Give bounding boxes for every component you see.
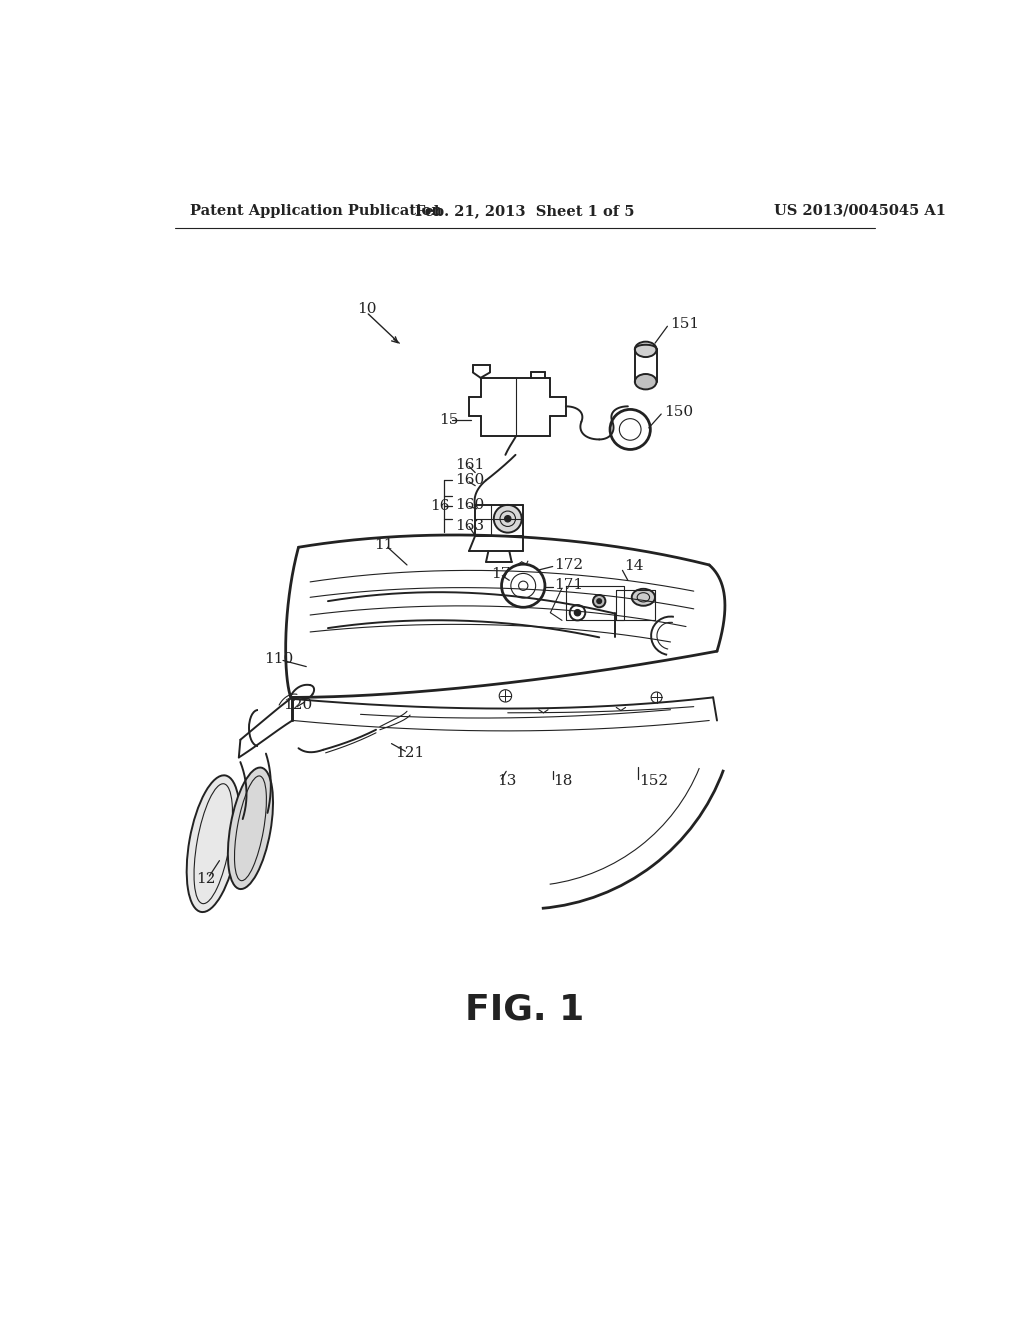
Text: 160: 160 bbox=[455, 498, 484, 512]
Text: Feb. 21, 2013  Sheet 1 of 5: Feb. 21, 2013 Sheet 1 of 5 bbox=[415, 203, 635, 218]
Text: 151: 151 bbox=[671, 317, 699, 331]
Circle shape bbox=[574, 610, 581, 615]
Ellipse shape bbox=[635, 374, 656, 389]
Text: 152: 152 bbox=[640, 774, 669, 788]
Ellipse shape bbox=[632, 589, 655, 606]
Circle shape bbox=[597, 599, 601, 603]
Text: 120: 120 bbox=[283, 698, 312, 711]
Text: 160: 160 bbox=[455, 474, 484, 487]
Text: 10: 10 bbox=[357, 302, 377, 317]
Ellipse shape bbox=[186, 775, 240, 912]
Text: 15: 15 bbox=[439, 413, 459, 428]
Text: 172: 172 bbox=[554, 558, 584, 572]
Text: 12: 12 bbox=[197, 873, 216, 886]
Circle shape bbox=[505, 516, 511, 521]
Text: 13: 13 bbox=[497, 774, 516, 788]
Text: 110: 110 bbox=[264, 652, 294, 665]
Text: 11: 11 bbox=[375, 539, 394, 552]
Text: US 2013/0045045 A1: US 2013/0045045 A1 bbox=[773, 203, 945, 218]
Text: 17: 17 bbox=[490, 568, 510, 581]
Ellipse shape bbox=[635, 342, 656, 358]
Circle shape bbox=[593, 595, 605, 607]
Text: 171: 171 bbox=[554, 578, 584, 591]
Text: 18: 18 bbox=[553, 774, 572, 788]
Text: 16: 16 bbox=[430, 499, 450, 513]
Text: Patent Application Publication: Patent Application Publication bbox=[190, 203, 442, 218]
Text: FIG. 1: FIG. 1 bbox=[465, 993, 585, 1026]
Text: 14: 14 bbox=[624, 560, 643, 573]
Text: 150: 150 bbox=[665, 405, 693, 420]
Text: 161: 161 bbox=[455, 458, 484, 471]
Ellipse shape bbox=[228, 767, 273, 890]
Circle shape bbox=[494, 504, 521, 532]
Text: 163: 163 bbox=[455, 520, 484, 533]
Text: 121: 121 bbox=[395, 746, 425, 760]
